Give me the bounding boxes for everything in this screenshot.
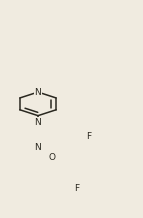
- Text: F: F: [86, 132, 91, 141]
- Text: O: O: [49, 153, 56, 162]
- Text: N: N: [35, 88, 41, 97]
- Text: N: N: [35, 118, 41, 127]
- Text: N: N: [35, 143, 41, 152]
- Text: F: F: [74, 184, 79, 193]
